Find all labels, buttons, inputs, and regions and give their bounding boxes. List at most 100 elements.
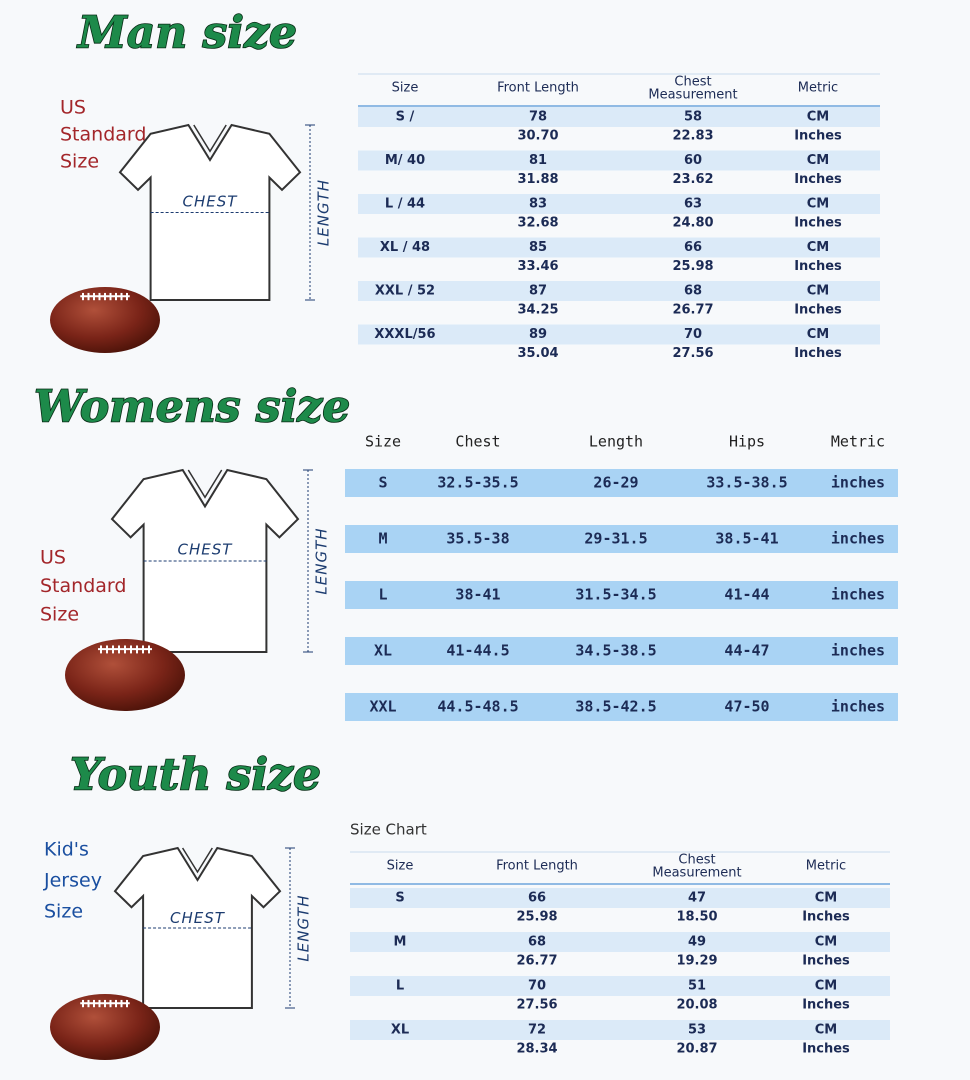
side-label: Jersey [43, 870, 102, 892]
cm-cell: 83 [529, 197, 547, 212]
column-header: Front Length [497, 81, 579, 96]
section-title: Man size [76, 8, 297, 59]
unit-cell: CM [807, 110, 829, 125]
table-cell: 47-50 [724, 698, 769, 716]
shirt-outline [118, 123, 302, 301]
unit-cell: CM [807, 284, 829, 299]
unit-cell: Inches [794, 303, 842, 318]
inch-cell: 27.56 [516, 998, 557, 1013]
inch-cell: 24.80 [672, 216, 713, 231]
table-cell: 41-44.5 [446, 642, 509, 660]
cm-cell: 68 [528, 935, 546, 950]
size-cell: L [396, 979, 404, 994]
column-header: Metric [806, 859, 846, 874]
inch-cell: 20.87 [676, 1042, 717, 1057]
inch-cell: 25.98 [516, 910, 557, 925]
table-cell: inches [831, 642, 885, 660]
unit-cell: Inches [802, 954, 850, 969]
unit-cell: Inches [794, 129, 842, 144]
inch-cell: 26.77 [516, 954, 557, 969]
side-label: Size [44, 901, 83, 923]
inch-cell: 28.34 [516, 1042, 557, 1057]
inch-cell: 32.68 [517, 216, 558, 231]
size-cell: XXXL/56 [374, 327, 435, 342]
column-header: Measurement [652, 866, 741, 881]
column-header: Metric [798, 81, 838, 96]
inch-cell: 30.70 [517, 129, 558, 144]
column-header: Chest [455, 433, 500, 451]
table-cell: XL [374, 642, 392, 660]
cm-cell: 51 [688, 979, 706, 994]
row-band [345, 637, 898, 665]
size-cell: S [395, 891, 404, 906]
inch-cell: 25.98 [672, 259, 713, 274]
table-cell: inches [831, 586, 885, 604]
row-band [358, 150, 880, 171]
size-cell: M/ 40 [385, 153, 425, 168]
unit-cell: CM [815, 979, 837, 994]
row-band [358, 324, 880, 345]
cm-cell: 81 [529, 153, 547, 168]
inch-cell: 20.08 [676, 998, 717, 1013]
unit-cell: CM [815, 935, 837, 950]
side-label: Size [40, 604, 79, 626]
column-header: Chest [674, 75, 711, 90]
column-header: Front Length [496, 859, 578, 874]
table-caption: Size Chart [350, 821, 427, 839]
size-cell: M [394, 935, 407, 950]
table-cell: XXL [369, 698, 396, 716]
unit-cell: Inches [802, 910, 850, 925]
football [50, 994, 160, 1060]
side-label: Standard [40, 575, 126, 597]
column-header: Size [365, 433, 401, 451]
table-cell: inches [831, 474, 885, 492]
cm-cell: 63 [684, 197, 702, 212]
column-header: Length [589, 433, 643, 451]
football [65, 639, 185, 711]
length-label: LENGTH [315, 179, 333, 246]
table-cell: 41-44 [724, 586, 769, 604]
unit-cell: CM [815, 891, 837, 906]
row-band [358, 107, 880, 127]
inch-cell: 22.83 [672, 129, 713, 144]
table-cell: inches [831, 530, 885, 548]
unit-cell: CM [815, 1023, 837, 1038]
inch-cell: 34.25 [517, 303, 558, 318]
unit-cell: Inches [794, 346, 842, 361]
unit-cell: Inches [802, 1042, 850, 1057]
inch-cell: 35.04 [517, 346, 558, 361]
cm-cell: 70 [684, 327, 702, 342]
row-band [345, 469, 898, 497]
table-cell: 38.5-42.5 [575, 698, 656, 716]
table-cell: 35.5-38 [446, 530, 509, 548]
length-label: LENGTH [313, 527, 331, 594]
table-cell: 32.5-35.5 [437, 474, 518, 492]
size-cell: XL [391, 1023, 409, 1038]
table-cell: inches [831, 698, 885, 716]
column-header: Chest [678, 853, 715, 868]
chest-label: CHEST [183, 193, 239, 211]
row-band [345, 525, 898, 553]
unit-cell: CM [807, 153, 829, 168]
inch-cell: 26.77 [672, 303, 713, 318]
table-cell: 34.5-38.5 [575, 642, 656, 660]
row-band [345, 693, 898, 721]
row-band [358, 194, 880, 214]
size-cell: S / [396, 110, 415, 125]
side-label: Standard [60, 124, 146, 146]
row-band [350, 888, 890, 908]
size-cell: L / 44 [385, 197, 425, 212]
section-title: Womens size [34, 382, 350, 433]
cm-cell: 60 [684, 153, 702, 168]
table-cell: 29-31.5 [584, 530, 647, 548]
side-label: Size [60, 151, 99, 173]
inch-cell: 19.29 [676, 954, 717, 969]
row-band [350, 976, 890, 996]
unit-cell: CM [807, 327, 829, 342]
unit-cell: Inches [802, 998, 850, 1013]
cm-cell: 85 [529, 240, 547, 255]
column-header: Metric [831, 433, 885, 451]
side-label: Kid's [44, 839, 89, 861]
inch-cell: 27.56 [672, 346, 713, 361]
cm-cell: 53 [688, 1023, 706, 1038]
